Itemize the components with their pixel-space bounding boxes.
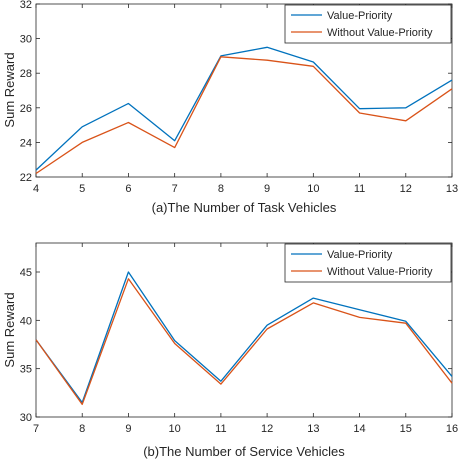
x-tick-label: 9 xyxy=(125,423,131,435)
y-tick-label: 35 xyxy=(20,364,32,376)
legend-box xyxy=(284,4,452,44)
chart-panel-b: 7 8 9 10 11 12 13 14 15 16 30 35 40 45 Sum Reward (b)… xyxy=(2,242,458,459)
series-lines xyxy=(35,271,453,406)
x-tick-label: 12 xyxy=(400,183,412,195)
y-axis-title: Sum Reward xyxy=(2,52,17,127)
legend-label-without-value-priority: Without Value-Priority xyxy=(327,27,433,39)
legend-label-without-value-priority: Without Value-Priority xyxy=(327,266,433,278)
x-tick-label: 8 xyxy=(218,183,224,195)
x-tick-label: 4 xyxy=(33,183,39,195)
x-tick-label: 12 xyxy=(261,423,273,435)
axis-ticks: 7 8 9 10 11 12 13 14 15 16 30 35 40 45 xyxy=(20,243,458,435)
series-line-value-priority xyxy=(35,271,453,404)
x-tick-label: 7 xyxy=(172,183,178,195)
x-tick-label: 11 xyxy=(215,423,226,435)
x-tick-label: 10 xyxy=(307,183,319,195)
legend: Value-Priority Without Value-Priority xyxy=(284,4,452,44)
y-tick-label: 45 xyxy=(20,267,32,279)
y-tick-label: 26 xyxy=(20,103,32,115)
legend-label-value-priority: Value-Priority xyxy=(327,10,393,22)
y-tick-label: 28 xyxy=(20,68,32,80)
x-tick-label: 9 xyxy=(264,183,270,195)
x-axis-title: (b)The Number of Service Vehicles xyxy=(143,444,345,459)
y-tick-label: 40 xyxy=(20,315,32,327)
axis-ticks: 4 5 6 7 8 9 10 11 12 13 22 24 26 28 30 32 xyxy=(20,0,458,195)
series-line-without-value-priority xyxy=(35,278,453,406)
y-tick-label: 32 xyxy=(20,0,32,11)
legend-label-value-priority: Value-Priority xyxy=(327,249,393,261)
y-tick-label: 30 xyxy=(20,412,32,424)
x-tick-label: 14 xyxy=(353,423,365,435)
x-tick-label: 15 xyxy=(400,423,412,435)
x-tick-label: 11 xyxy=(354,183,365,195)
y-tick-label: 30 xyxy=(20,34,32,46)
x-tick-label: 5 xyxy=(79,183,85,195)
x-tick-label: 13 xyxy=(446,183,458,195)
x-tick-label: 13 xyxy=(307,423,319,435)
x-tick-label: 16 xyxy=(446,423,458,435)
legend-box xyxy=(284,243,452,283)
series-line-without-value-priority xyxy=(35,56,453,175)
legend: Value-Priority Without Value-Priority xyxy=(284,243,452,283)
series-line-value-priority xyxy=(35,46,453,171)
x-tick-label: 10 xyxy=(169,423,181,435)
x-axis-title: (a)The Number of Task Vehicles xyxy=(152,200,337,215)
y-tick-label: 24 xyxy=(20,137,32,149)
y-tick-label: 22 xyxy=(20,172,32,184)
chart-panel-a: 4 5 6 7 8 9 10 11 12 13 22 24 26 28 30 32 Sum Reward (a… xyxy=(2,0,458,215)
y-axis-title: Sum Reward xyxy=(2,292,17,367)
x-tick-label: 7 xyxy=(33,423,39,435)
x-tick-label: 8 xyxy=(79,423,85,435)
series-lines xyxy=(35,46,453,175)
x-tick-label: 6 xyxy=(125,183,131,195)
